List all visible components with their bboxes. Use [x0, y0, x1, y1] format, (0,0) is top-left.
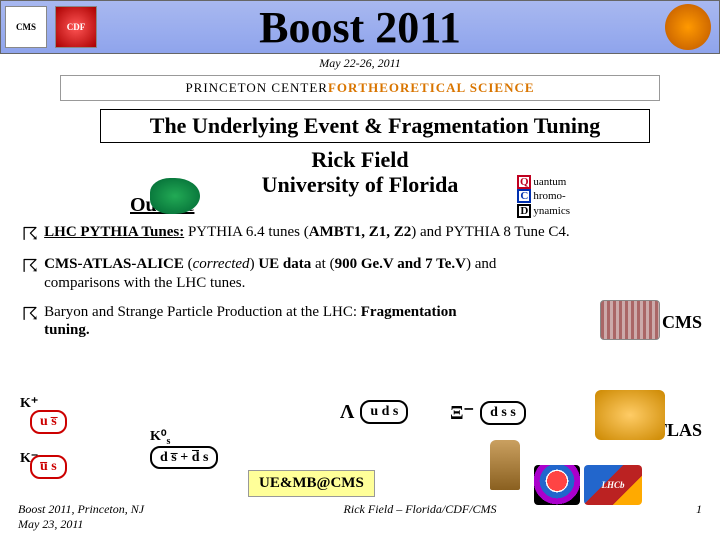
bullet-text: LHC PYTHIA Tunes: PYTHIA 6.4 tunes (AMBT… [44, 223, 570, 246]
bullet-item: ☈ CMS-ATLAS-ALICE (corrected) UE data at… [22, 255, 700, 293]
quark-pill: u s̅ [30, 410, 67, 434]
princeton-text-pre: PRINCETON CENTER [185, 80, 328, 96]
cms-detector-icon [600, 300, 660, 340]
dsds-pill: d s̅ + d̅ s [150, 448, 218, 466]
bullet-text: Baryon and Strange Particle Production a… [44, 303, 500, 341]
gator-icon [150, 178, 200, 214]
alice-logo-icon [534, 465, 580, 505]
presenter-name: Rick Field [0, 147, 720, 172]
lhcb-logo-icon: LHCb [584, 465, 642, 505]
bullet-item: ☈ LHC PYTHIA Tunes: PYTHIA 6.4 tunes (AM… [22, 223, 700, 246]
q-box: Q [517, 175, 531, 189]
princeton-seal-icon [665, 4, 711, 50]
bullet-item: ☈ Baryon and Strange Particle Production… [22, 303, 700, 341]
header-bar: CMS CDF Boost 2011 [0, 0, 720, 54]
bullet-icon: ☈ [22, 255, 38, 293]
princeton-text-post: THEORETICAL SCIENCE [358, 80, 534, 96]
quark-pill: u d s [360, 400, 408, 424]
cms-label: CMS [662, 312, 702, 333]
main-title: Boost 2011 [1, 2, 719, 53]
xi-symbol: Ξ⁻ [450, 400, 474, 425]
footer: Boost 2011, Princeton, NJ May 23, 2011 R… [0, 502, 720, 532]
atlas-detector-icon [595, 390, 665, 440]
xi-section: Ξ⁻ d s s [450, 400, 526, 425]
trophy-icon [490, 440, 520, 490]
footer-right-pagenum: 1 [696, 502, 702, 532]
quark-row-1: u s̅ [30, 410, 67, 434]
c-box: C [517, 189, 531, 203]
lambda-section: Λ u d s [340, 400, 408, 424]
qcd-acronym: Quantum Chromo- Dynamics [517, 175, 570, 218]
outline-bullets: ☈ LHC PYTHIA Tunes: PYTHIA 6.4 tunes (AM… [22, 223, 700, 341]
date-line: May 22-26, 2011 [0, 56, 720, 71]
footer-center: Rick Field – Florida/CDF/CMS [144, 502, 696, 532]
princeton-banner: PRINCETON CENTER FOR THEORETICAL SCIENCE [60, 75, 660, 101]
lambda-symbol: Λ [340, 401, 354, 424]
bullet-icon: ☈ [22, 223, 38, 246]
bullet-text: CMS-ATLAS-ALICE (corrected) UE data at (… [44, 255, 570, 293]
ue-mb-box: UE&MB@CMS [248, 470, 375, 497]
footer-left: Boost 2011, Princeton, NJ May 23, 2011 [18, 502, 144, 532]
d-box: D [517, 204, 531, 218]
section-title: The Underlying Event & Fragmentation Tun… [100, 109, 650, 143]
bullet-icon: ☈ [22, 303, 38, 341]
quark-row-2: u̅ s [30, 455, 67, 479]
presenter-block: Rick Field University of Florida [0, 147, 720, 198]
quark-pill: u̅ s [30, 455, 67, 479]
princeton-for: FOR [328, 80, 358, 96]
k-zero-label: K⁰s [150, 428, 170, 447]
quark-pill: d s s [480, 401, 526, 425]
